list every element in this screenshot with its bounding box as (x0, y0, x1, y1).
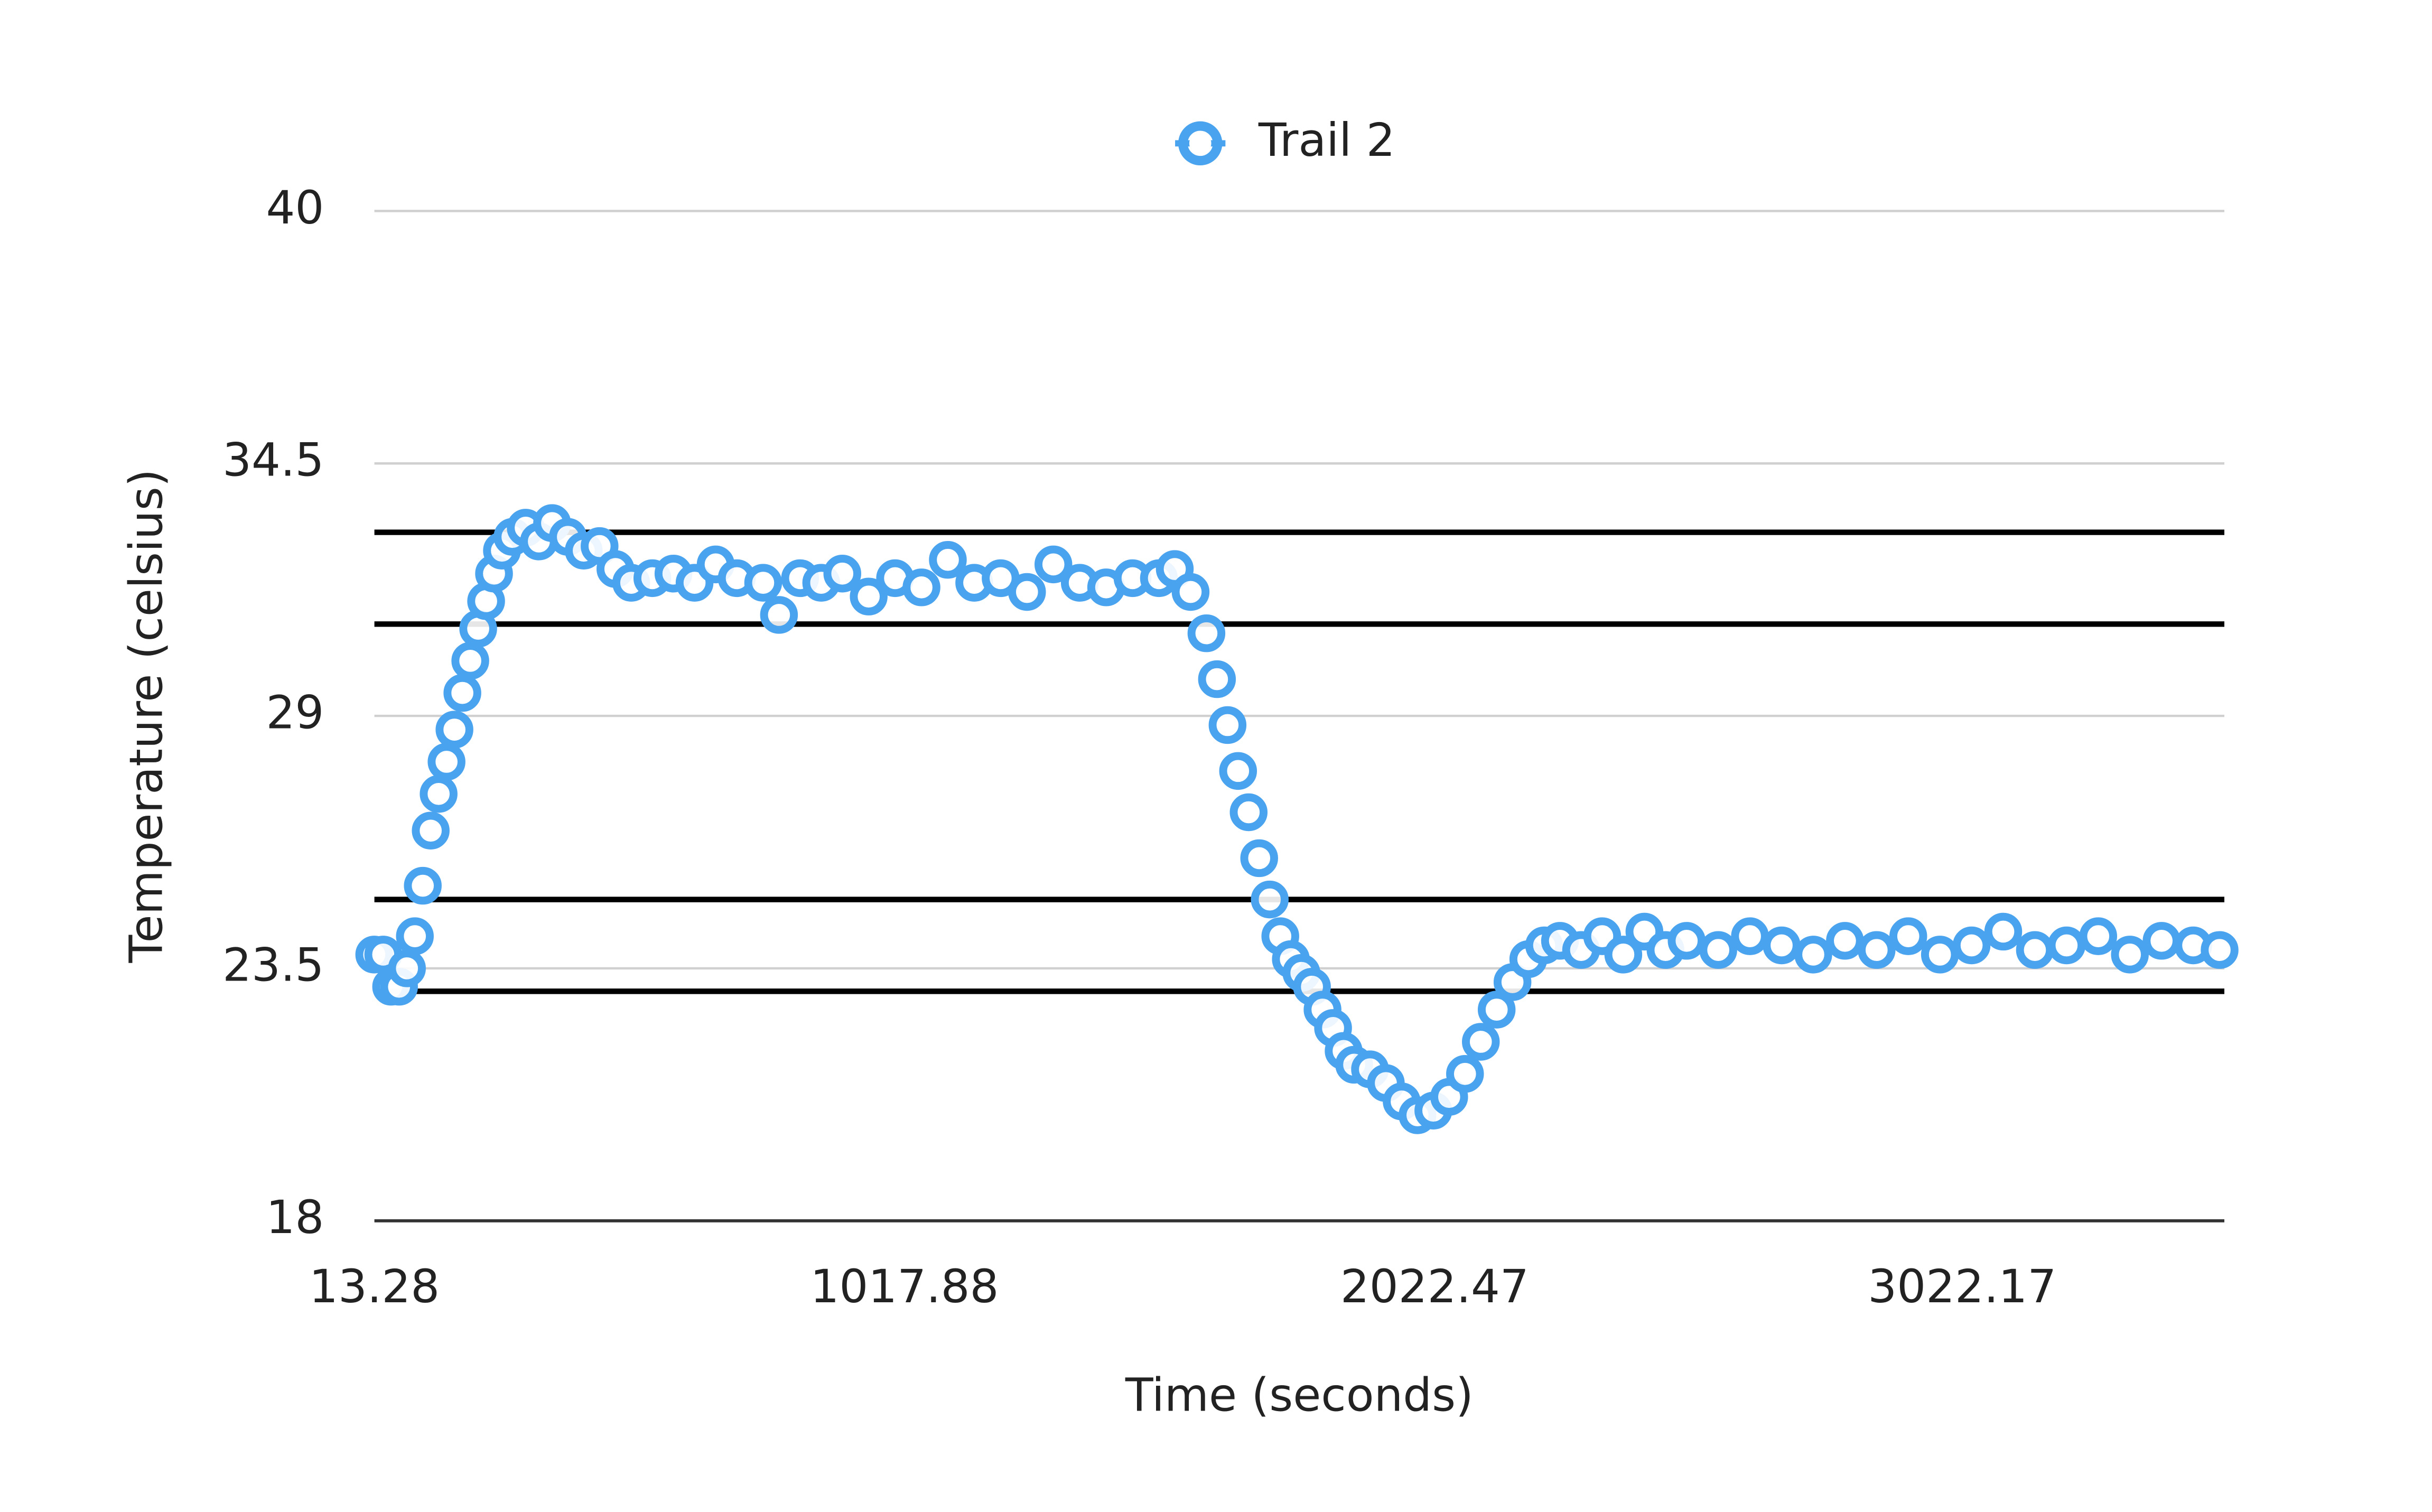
data-point (1187, 614, 1226, 652)
data-point (1008, 573, 1046, 611)
data-point (1462, 1023, 1500, 1061)
data-point (2047, 926, 2086, 965)
data-point (1240, 839, 1278, 878)
y-tick-label: 40 (266, 182, 324, 235)
data-point (1198, 660, 1236, 698)
y-tick-label: 34.5 (222, 434, 324, 487)
data-point (929, 540, 967, 579)
data-point (451, 642, 489, 680)
data-point (1667, 922, 1706, 960)
data-point (1858, 931, 1896, 969)
x-tick-label: 2022.47 (1340, 1261, 1529, 1313)
data-point (1229, 793, 1268, 832)
data-point (1477, 991, 1516, 1029)
data-point (435, 711, 473, 749)
data-point (902, 568, 940, 606)
data-point (1604, 936, 1643, 974)
data-point (388, 949, 426, 987)
data-point (1171, 573, 1210, 611)
data-point (2201, 931, 2239, 969)
data-point (1446, 1055, 1484, 1093)
data-point (1984, 912, 2023, 951)
y-tick-label: 29 (266, 687, 324, 740)
data-point (1794, 936, 1832, 974)
y-axis-label: Temperature (celsius) (120, 469, 173, 964)
data-point (1826, 922, 1864, 960)
data-point (1219, 752, 1257, 790)
data-point (2016, 931, 2054, 969)
data-point (2111, 936, 2149, 974)
x-tick-label: 1017.88 (810, 1261, 999, 1313)
y-tick-label: 18 (266, 1191, 324, 1244)
x-tick-label: 13.28 (309, 1261, 440, 1313)
data-point (412, 811, 450, 850)
data-point (1731, 917, 1769, 955)
data-point (2142, 922, 2181, 960)
y-tick-label: 23.5 (222, 939, 324, 992)
data-point (1035, 545, 1073, 584)
data-point (1921, 936, 1959, 974)
data-point (443, 674, 481, 712)
data-point (427, 743, 465, 781)
data-point (396, 917, 434, 955)
data-point (1952, 926, 1991, 965)
legend-marker-inner (1189, 132, 1212, 155)
data-point (404, 866, 442, 905)
data-point (760, 596, 798, 634)
data-point (420, 775, 458, 813)
x-tick-label: 3022.17 (1868, 1261, 2056, 1313)
data-point (1208, 706, 1247, 744)
legend-label: Trail 2 (1258, 114, 1395, 167)
data-point (1763, 926, 1801, 965)
data-point (823, 555, 861, 593)
data-point (1889, 917, 1927, 955)
data-point (744, 564, 782, 602)
data-point (1251, 880, 1289, 919)
data-point (1699, 931, 1737, 969)
data-point (850, 577, 888, 615)
data-point (2079, 917, 2118, 955)
x-axis-label: Time (seconds) (1125, 1369, 1474, 1422)
